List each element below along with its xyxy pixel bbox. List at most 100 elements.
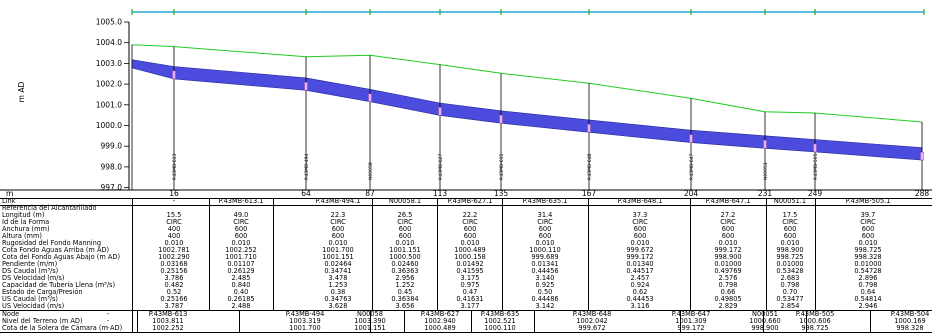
table-cell: 1001.151: [389, 246, 421, 254]
row-label: Capacidad de Tubería Llena (m³/s): [2, 281, 116, 289]
y-tick-label: 1000.0: [96, 121, 122, 130]
link-cell[interactable]: N00058.1: [388, 197, 422, 205]
table-cell: 0.40: [233, 288, 249, 296]
manhole-chamber: [813, 143, 817, 153]
x-tick-label: 16: [169, 189, 179, 198]
manholes: P.43MB-613 P.43MB-494 N00058 P.43MB-627 P.43…: [131, 44, 924, 190]
node-cell: 1000.660: [749, 317, 781, 325]
table-cell: 0.41631: [456, 295, 484, 303]
node-cell: P.43MB-648: [572, 310, 612, 318]
node-cell: 1002.042: [576, 317, 608, 325]
x-tick-label: 249: [808, 189, 823, 198]
manhole-chamber: [763, 140, 767, 149]
y-axis-label: m AD: [17, 81, 26, 102]
table-cell: 998.900: [714, 253, 742, 261]
grid-divider: [870, 310, 871, 332]
table-cell: 2.576: [718, 274, 738, 282]
grid-line: [0, 205, 932, 206]
x-tick-label: 288: [915, 189, 930, 198]
table-cell: 0.02464: [324, 260, 352, 268]
table-cell: 1002.252: [225, 246, 257, 254]
x-tick-label: 64: [301, 189, 311, 198]
link-cell[interactable]: P.43MB-505.1: [845, 197, 891, 205]
table-cell: 1000.489: [454, 246, 486, 254]
node-cell: P.43MB-635: [480, 310, 520, 318]
table-row: Longitud (m) 15.5 49.0 22.3 26.5 22.2 31.4 37.3…: [0, 212, 932, 219]
table-cell: 0.798: [858, 281, 878, 289]
table-row: Referencia del Alcantarillado: [0, 205, 932, 212]
row-label: Nivel del Terreno (m AD): [2, 317, 83, 325]
y-tick-label: 997.0: [101, 183, 123, 192]
link-cell[interactable]: P.43MB-647.1: [705, 197, 751, 205]
grid-divider: [404, 310, 405, 332]
table-cell: CIRC: [720, 218, 736, 226]
node-label: P.43MB-635: [499, 154, 505, 180]
table-cell: 0.34741: [324, 267, 352, 275]
manhole-chamber: [304, 82, 308, 91]
table-row: Anchura (mm) 400 600 600 600 600 600 600 600 600 6…: [0, 226, 932, 233]
link-cell[interactable]: P.43MB-627.1: [447, 197, 493, 205]
table-cell: 0.45: [397, 288, 413, 296]
table-cell: 2.854: [780, 302, 800, 310]
x-tick-label: 135: [494, 189, 509, 198]
grid-divider: [680, 310, 681, 332]
grid-divider: [137, 310, 138, 332]
table-cell: 600: [331, 225, 345, 233]
row-label: Anchura (mm): [2, 225, 50, 233]
table-cell: 27.2: [720, 211, 736, 219]
table-cell: CIRC: [462, 218, 478, 226]
grid-line: [0, 198, 932, 199]
manhole-chamber: [172, 70, 176, 80]
table-cell: 0.44486: [531, 295, 559, 303]
y-tick-label: 1001.0: [96, 100, 122, 109]
table-cell: 600: [633, 232, 647, 240]
table-cell: 0.44456: [531, 267, 559, 275]
table-cell: CIRC: [860, 218, 876, 226]
link-cell[interactable]: N00051.1: [773, 197, 807, 205]
table-cell: 0.49769: [714, 267, 742, 275]
link-cell[interactable]: P.43MB-494.1: [315, 197, 361, 205]
table-cell: 37.3: [632, 211, 648, 219]
link-row: Link - P.43MB-613.1 P.43MB-494.1 N00058.1 P.…: [0, 198, 932, 205]
manhole-chamber: [689, 134, 693, 143]
link-cell[interactable]: P.43MB-648.1: [617, 197, 663, 205]
row-label: Altura (mm): [2, 232, 42, 240]
y-tick-label: 998.0: [101, 162, 123, 171]
table-cell: 1001.151: [322, 253, 354, 261]
row-label: Pendiente (m/m): [2, 260, 58, 268]
node-cell: -: [106, 310, 110, 318]
table-cell: 1000.110: [529, 246, 561, 254]
y-tick-label: 999.0: [101, 142, 123, 151]
node-label: P.43MB-627: [438, 154, 444, 180]
node-cell: 1002.940: [424, 317, 456, 325]
table-cell: 0.62: [632, 288, 648, 296]
longitudinal-profile-chart[interactable]: 1005.0 1004.0 1003.0 1002.0 1001.0 1000.0 999.…: [0, 0, 932, 198]
y-tick-label: 1002.0: [96, 80, 122, 89]
results-grid[interactable]: Link - P.43MB-613.1 P.43MB-494.1 N00058.1 P.…: [0, 198, 932, 333]
node-cell: -: [106, 317, 110, 325]
table-cell: 1002.290: [158, 253, 190, 261]
node-cell: 1002.521: [484, 317, 516, 325]
table-cell: 600: [721, 232, 735, 240]
link-cell[interactable]: P.43MB-635.1: [522, 197, 568, 205]
link-cell[interactable]: -: [172, 197, 176, 205]
link-cell[interactable]: P.43MB-613.1: [218, 197, 264, 205]
table-cell: 0.010: [328, 239, 348, 247]
table-row: Rugosidad del Fondo Manning 0.010 0.010 0.0…: [0, 240, 932, 247]
node-label: P.43MB-648: [587, 154, 593, 180]
table-cell: 0.925: [535, 281, 555, 289]
node-cell: P.43MB-613: [148, 310, 188, 318]
grid-divider: [766, 198, 767, 310]
table-cell: 600: [331, 232, 345, 240]
row-label: Referencia del Alcantarillado: [2, 204, 97, 212]
row-label: Node: [2, 310, 20, 318]
node-label: P.43MB-505: [813, 154, 819, 180]
table-cell: 0.44517: [626, 267, 654, 275]
table-row: DS Caudal (m³/s) 0.25156 0.26129 0.34741 0.3…: [0, 268, 932, 275]
grid-line: [0, 310, 932, 311]
table-cell: 400: [167, 225, 181, 233]
table-cell: 0.54728: [854, 267, 882, 275]
table-cell: 999.172: [714, 246, 742, 254]
table-cell: CIRC: [166, 218, 182, 226]
table-cell: 600: [861, 232, 875, 240]
